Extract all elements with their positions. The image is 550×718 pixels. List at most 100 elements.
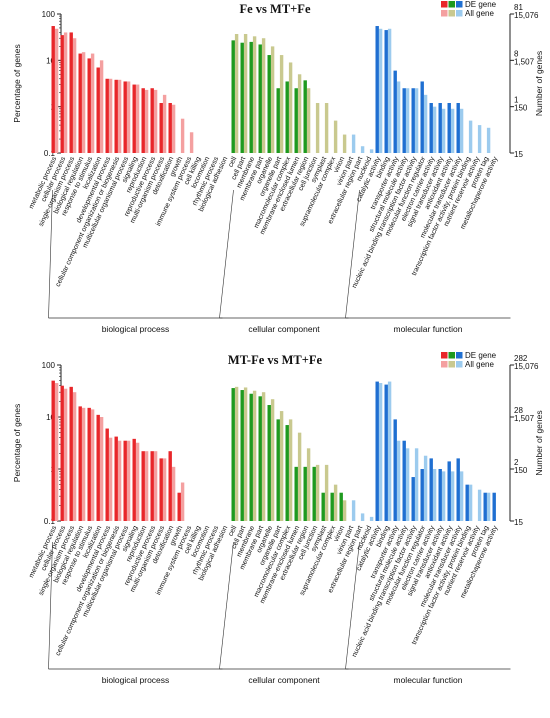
y2-de-label: 28 bbox=[514, 406, 523, 415]
bar-all-gene bbox=[324, 464, 329, 521]
bar-all-gene bbox=[252, 390, 257, 521]
bar-de-gene bbox=[438, 469, 442, 521]
bar-de-gene bbox=[159, 458, 163, 521]
bar-de-gene bbox=[150, 88, 154, 153]
bar-de-gene bbox=[420, 469, 424, 521]
bar-all-gene bbox=[135, 442, 140, 521]
y2-de-label: 1 bbox=[514, 96, 519, 105]
bar-all-gene bbox=[135, 84, 140, 153]
group-label: molecular function bbox=[394, 324, 463, 334]
bar-all-gene bbox=[54, 28, 59, 153]
bar-all-gene bbox=[450, 108, 455, 153]
legend-de-label: DE gene bbox=[465, 351, 497, 360]
legend-swatch-de bbox=[448, 1, 455, 8]
legend-swatch-de bbox=[456, 352, 463, 359]
bar-de-gene bbox=[60, 385, 64, 521]
y-tick-label: 100 bbox=[42, 361, 56, 370]
bar-all-gene bbox=[171, 466, 176, 521]
bar-de-gene bbox=[141, 451, 145, 521]
y-tick-label: 10 bbox=[46, 56, 55, 65]
group-divider bbox=[219, 541, 234, 670]
bar-de-gene bbox=[96, 414, 100, 521]
legend-swatch-all bbox=[448, 361, 455, 368]
bar-all-gene bbox=[99, 60, 104, 154]
y2-all-label: 1,507 bbox=[514, 414, 535, 423]
bar-de-gene bbox=[258, 44, 262, 153]
bar-de-gene bbox=[96, 67, 100, 153]
bar-all-gene bbox=[360, 513, 365, 521]
bar-all-gene bbox=[180, 482, 185, 521]
bar-all-gene bbox=[459, 108, 464, 153]
bar-de-gene bbox=[78, 406, 82, 521]
bar-all-gene bbox=[477, 489, 482, 521]
bar-de-gene bbox=[285, 425, 289, 521]
y2-axis-title: Number of genes bbox=[534, 410, 544, 475]
bar-de-gene bbox=[123, 440, 127, 521]
bar-de-gene bbox=[159, 102, 163, 153]
legend-swatch-de bbox=[456, 1, 463, 8]
bar-all-gene bbox=[405, 448, 410, 521]
y-axis-title: Percentage of genes bbox=[12, 44, 22, 122]
bar-de-gene bbox=[168, 102, 172, 153]
bar-de-gene bbox=[447, 102, 451, 153]
bar-all-gene bbox=[63, 388, 68, 521]
bar-all-gene bbox=[486, 127, 491, 153]
bar-all-gene bbox=[81, 52, 86, 153]
y2-all-label: 150 bbox=[514, 466, 528, 475]
legend-swatch-all bbox=[441, 361, 448, 368]
bar-de-gene bbox=[393, 70, 397, 153]
bar-all-gene bbox=[414, 88, 419, 153]
y-tick-label: 0.1 bbox=[44, 517, 56, 526]
bar-all-gene bbox=[396, 81, 401, 153]
bar-all-gene bbox=[450, 471, 455, 521]
y2-all-label: 15 bbox=[514, 150, 523, 159]
bar-all-gene bbox=[279, 411, 284, 521]
group-divider bbox=[48, 189, 53, 319]
bar-de-gene bbox=[375, 26, 379, 153]
bar-all-gene bbox=[315, 102, 320, 153]
bar-all-gene bbox=[369, 149, 374, 153]
bar-de-gene bbox=[321, 492, 325, 521]
legend-swatch-all bbox=[456, 361, 463, 368]
bar-all-gene bbox=[414, 448, 419, 521]
bar-de-gene bbox=[285, 81, 289, 153]
bar-de-gene bbox=[132, 84, 136, 153]
y2-axis-title: Number of genes bbox=[534, 51, 544, 116]
y2-all-label: 1,507 bbox=[514, 57, 535, 66]
group-label: biological process bbox=[102, 675, 170, 685]
bar-all-gene bbox=[306, 448, 311, 521]
bar-all-gene bbox=[108, 78, 113, 153]
bar-all-gene bbox=[333, 484, 338, 521]
bar-all-gene bbox=[144, 451, 149, 521]
bar-de-gene bbox=[411, 477, 415, 521]
bar-all-gene bbox=[288, 62, 293, 153]
bar-de-gene bbox=[150, 451, 154, 521]
bar-de-gene bbox=[267, 55, 271, 154]
bar-all-gene bbox=[243, 387, 248, 521]
bar-de-gene bbox=[177, 492, 181, 521]
legend-swatch-de bbox=[441, 352, 448, 359]
bar-de-gene bbox=[231, 388, 235, 521]
bar-de-gene bbox=[249, 393, 253, 521]
y2-de-label: 2 bbox=[514, 458, 519, 467]
bar-all-gene bbox=[405, 88, 410, 153]
bar-all-gene bbox=[99, 417, 104, 521]
bar-de-gene bbox=[78, 53, 82, 154]
legend-swatch-all bbox=[441, 10, 448, 17]
bar-all-gene bbox=[306, 88, 311, 153]
bar-all-gene bbox=[108, 437, 113, 521]
bar-all-gene bbox=[180, 118, 185, 153]
y2-de-label: 282 bbox=[514, 354, 528, 363]
bar-de-gene bbox=[60, 35, 64, 153]
bar-de-gene bbox=[330, 492, 334, 521]
x-tick-label: cell bbox=[228, 524, 239, 537]
bar-all-gene bbox=[279, 55, 284, 154]
bar-all-gene bbox=[90, 409, 95, 521]
bar-all-gene bbox=[144, 89, 149, 153]
bar-de-gene bbox=[132, 438, 136, 521]
bar-all-gene bbox=[171, 104, 176, 153]
bar-all-gene bbox=[261, 392, 266, 521]
